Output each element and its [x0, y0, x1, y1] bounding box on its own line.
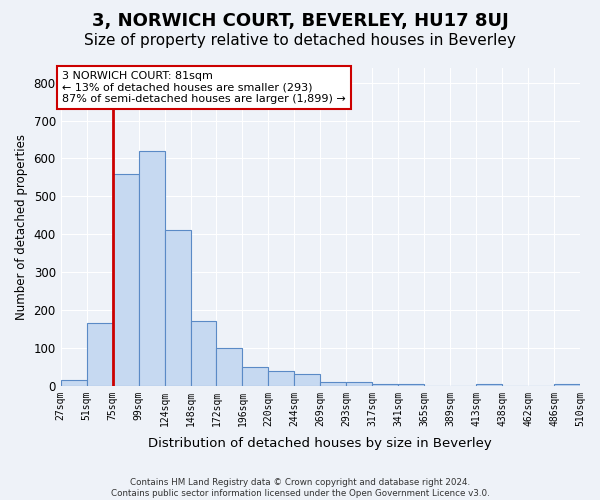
Text: 3 NORWICH COURT: 81sqm
← 13% of detached houses are smaller (293)
87% of semi-de: 3 NORWICH COURT: 81sqm ← 13% of detached… [62, 72, 346, 104]
Bar [346, 382, 372, 386]
Bar [191, 322, 217, 386]
Bar [554, 384, 580, 386]
Bar [86, 324, 113, 386]
Text: Size of property relative to detached houses in Beverley: Size of property relative to detached ho… [84, 32, 516, 48]
Text: 3, NORWICH COURT, BEVERLEY, HU17 8UJ: 3, NORWICH COURT, BEVERLEY, HU17 8UJ [92, 12, 508, 30]
Bar [242, 367, 268, 386]
Bar [217, 348, 242, 386]
Text: Contains HM Land Registry data © Crown copyright and database right 2024.
Contai: Contains HM Land Registry data © Crown c… [110, 478, 490, 498]
Bar [372, 384, 398, 386]
Bar [320, 382, 346, 386]
Bar [398, 384, 424, 386]
Bar [164, 230, 191, 386]
Bar [113, 174, 139, 386]
X-axis label: Distribution of detached houses by size in Beverley: Distribution of detached houses by size … [148, 437, 492, 450]
Bar [139, 151, 164, 386]
Y-axis label: Number of detached properties: Number of detached properties [15, 134, 28, 320]
Bar [268, 370, 295, 386]
Bar [61, 380, 86, 386]
Bar [476, 384, 502, 386]
Bar [295, 374, 320, 386]
